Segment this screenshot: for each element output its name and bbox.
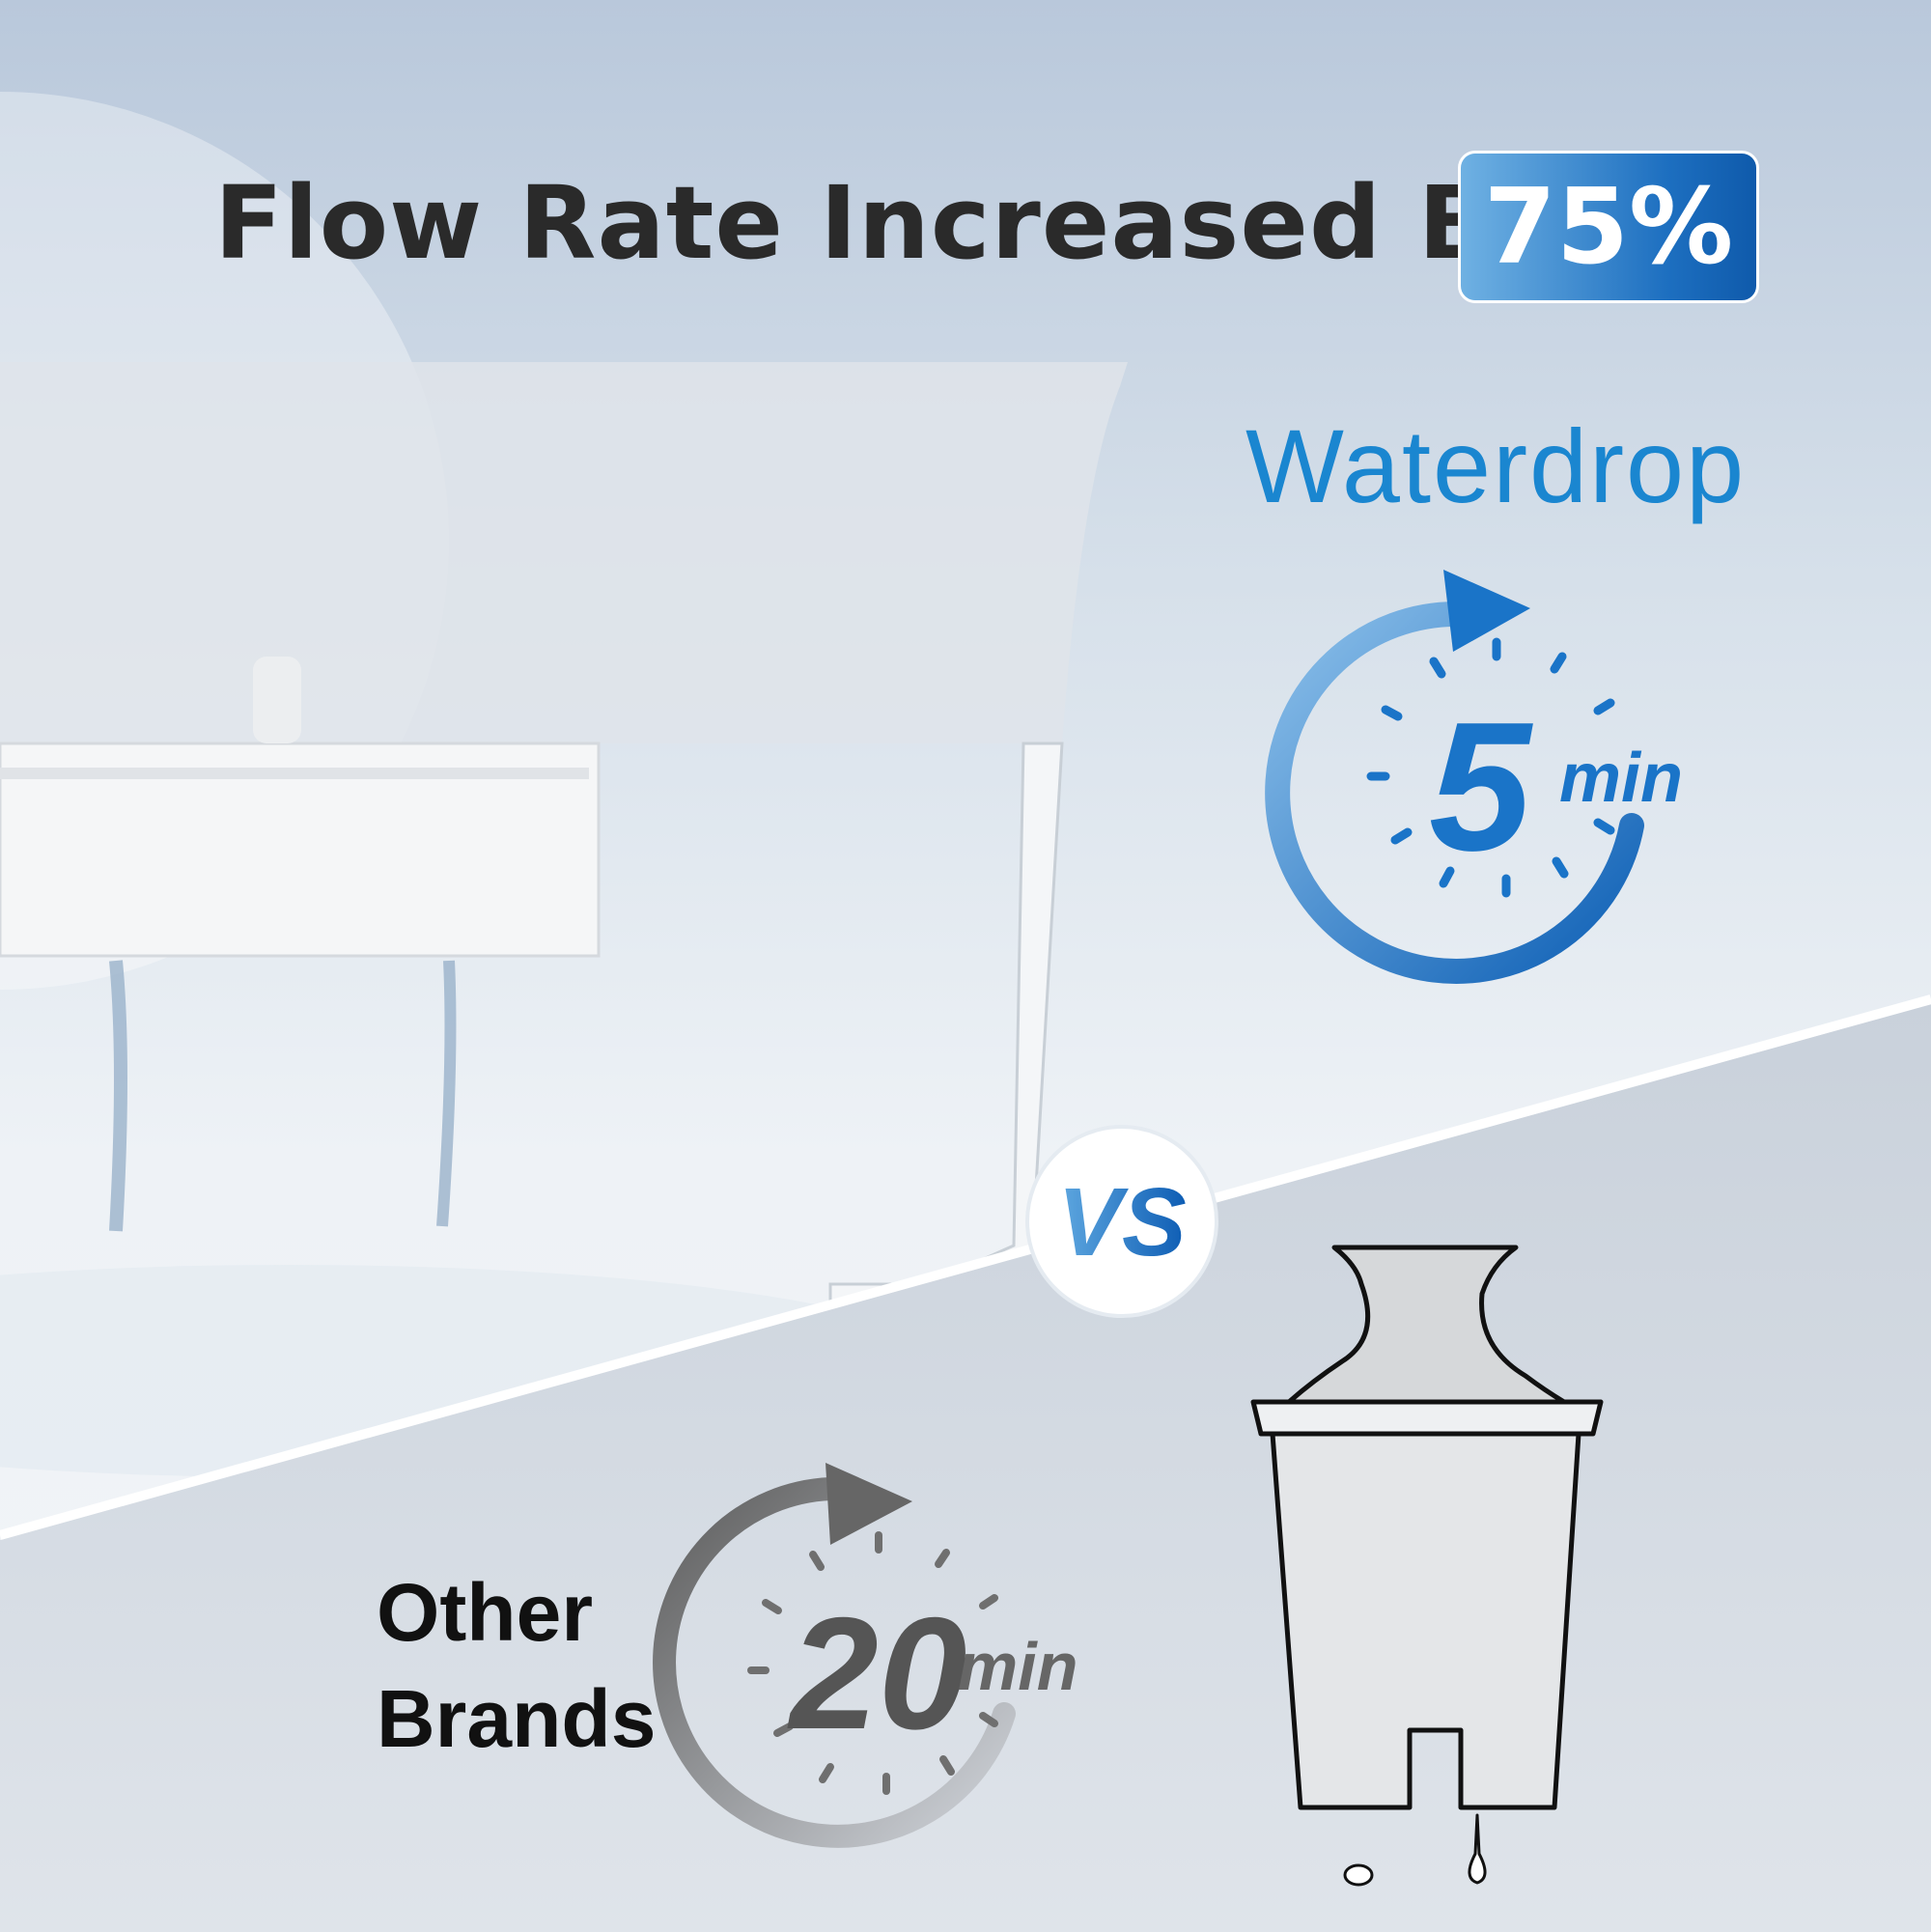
percent-badge: 75%: [1458, 151, 1759, 303]
competitor-time-unit: min: [958, 1629, 1077, 1704]
competitor-time-value: 20: [787, 1584, 967, 1762]
divider-line: [0, 994, 1931, 1540]
waterdrop-logo: Waterdrop: [1245, 407, 1747, 524]
headline: Flow Rate Increased By: [214, 164, 1562, 282]
stopwatch-5min-icon: 5 min: [1265, 570, 1683, 984]
competitor-label: Other Brands: [377, 1559, 656, 1772]
competitor-label-line1: Other: [377, 1567, 594, 1658]
waterdrop-time-value: 5: [1429, 685, 1533, 889]
stopwatch-20min-icon: 20 min: [653, 1463, 1077, 1848]
competitor-label-line2: Brands: [377, 1673, 657, 1764]
versus-label: VS: [1057, 1168, 1186, 1276]
pitcher-image: [0, 92, 1128, 1477]
versus-badge: VS: [1025, 1125, 1218, 1318]
filter-cartridge-icon: [1250, 1245, 1604, 1887]
waterdrop-time-unit: min: [1559, 740, 1683, 817]
